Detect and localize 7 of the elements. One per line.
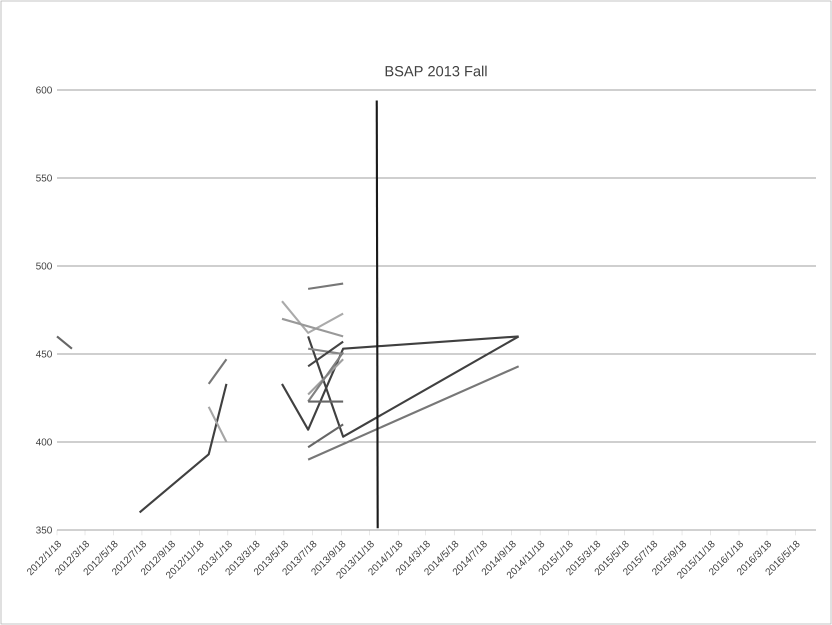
y-tick-label: 400 xyxy=(36,438,52,446)
y-tick-label: 500 xyxy=(36,262,52,270)
y-tick-label: 550 xyxy=(36,174,52,182)
y-tick-label: 350 xyxy=(36,526,52,534)
y-tick-label: 450 xyxy=(36,350,52,358)
y-tick-label: 600 xyxy=(36,86,52,94)
chart-title: BSAP 2013 Fall xyxy=(386,66,487,76)
